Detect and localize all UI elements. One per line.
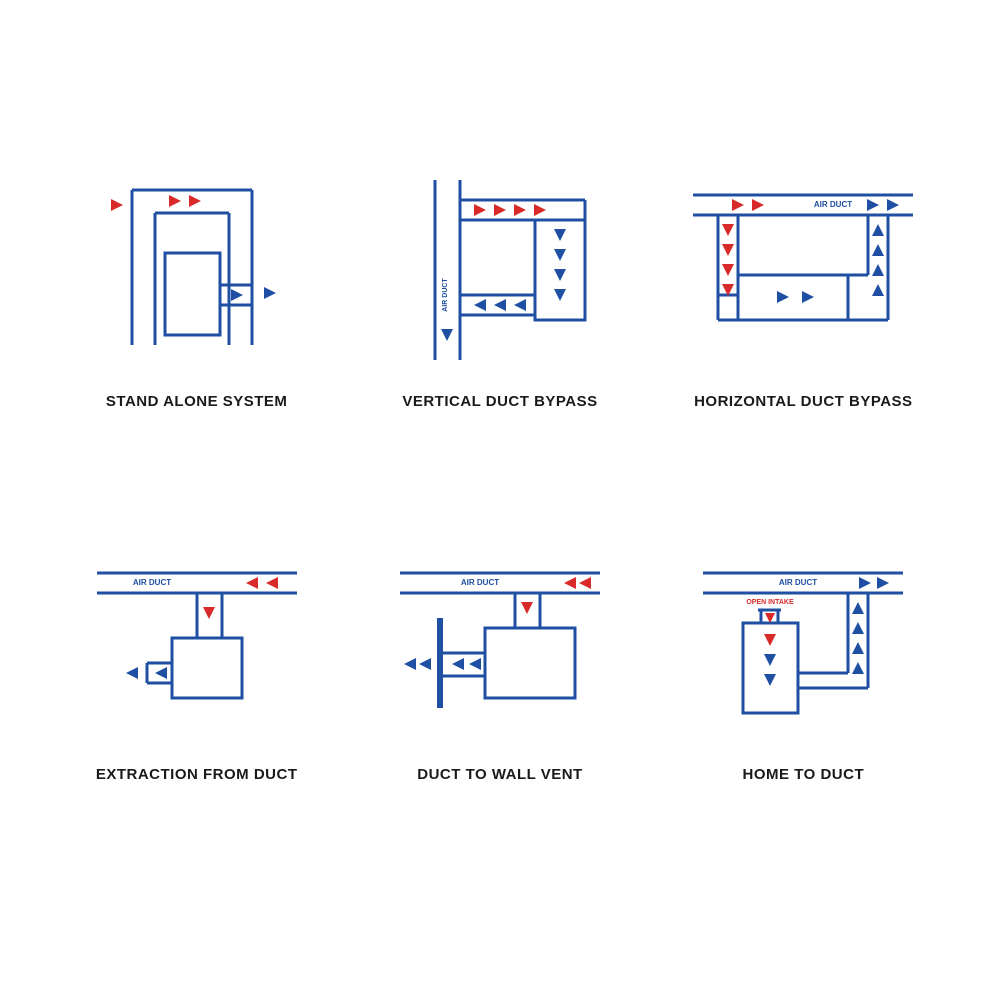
cell-home-to-duct: AIR DUCT OPEN INTAKE HOME TO DUCT	[667, 548, 940, 881]
cell-extraction: AIR DUCT EXTRACTION FROM DUCT	[60, 548, 333, 881]
diagram-horizontal-bypass: AIR DUCT	[683, 175, 923, 365]
svg-text:AIR DUCT: AIR DUCT	[814, 200, 852, 209]
svg-text:AIR DUCT: AIR DUCT	[779, 578, 817, 587]
label-stand-alone: STAND ALONE SYSTEM	[106, 393, 288, 410]
diagram-grid: STAND ALONE SYSTEM AIR DUCT VERTICAL DUC…	[0, 0, 1000, 1000]
cell-stand-alone: STAND ALONE SYSTEM	[60, 175, 333, 508]
svg-text:AIR DUCT: AIR DUCT	[133, 578, 171, 587]
svg-text:AIR DUCT: AIR DUCT	[461, 578, 499, 587]
cell-vertical-bypass: AIR DUCT VERTICAL DUCT BYPASS	[363, 175, 636, 508]
diagram-extraction: AIR DUCT	[77, 548, 317, 738]
label-home-to-duct: HOME TO DUCT	[743, 766, 865, 783]
diagram-duct-to-wall: AIR DUCT	[380, 548, 620, 738]
label-vertical-bypass: VERTICAL DUCT BYPASS	[402, 393, 597, 410]
label-duct-to-wall: DUCT TO WALL VENT	[417, 766, 582, 783]
svg-text:OPEN INTAKE: OPEN INTAKE	[747, 599, 795, 606]
svg-text:AIR DUCT: AIR DUCT	[442, 278, 449, 312]
diagram-home-to-duct: AIR DUCT OPEN INTAKE	[683, 548, 923, 738]
label-horizontal-bypass: HORIZONTAL DUCT BYPASS	[694, 393, 913, 410]
diagram-stand-alone	[77, 175, 317, 365]
cell-horizontal-bypass: AIR DUCT HORIZONTAL DUCT BYPASS	[667, 175, 940, 508]
diagram-vertical-bypass: AIR DUCT	[380, 175, 620, 365]
cell-duct-to-wall: AIR DUCT DUCT TO WALL VENT	[363, 548, 636, 881]
label-extraction: EXTRACTION FROM DUCT	[96, 766, 298, 783]
